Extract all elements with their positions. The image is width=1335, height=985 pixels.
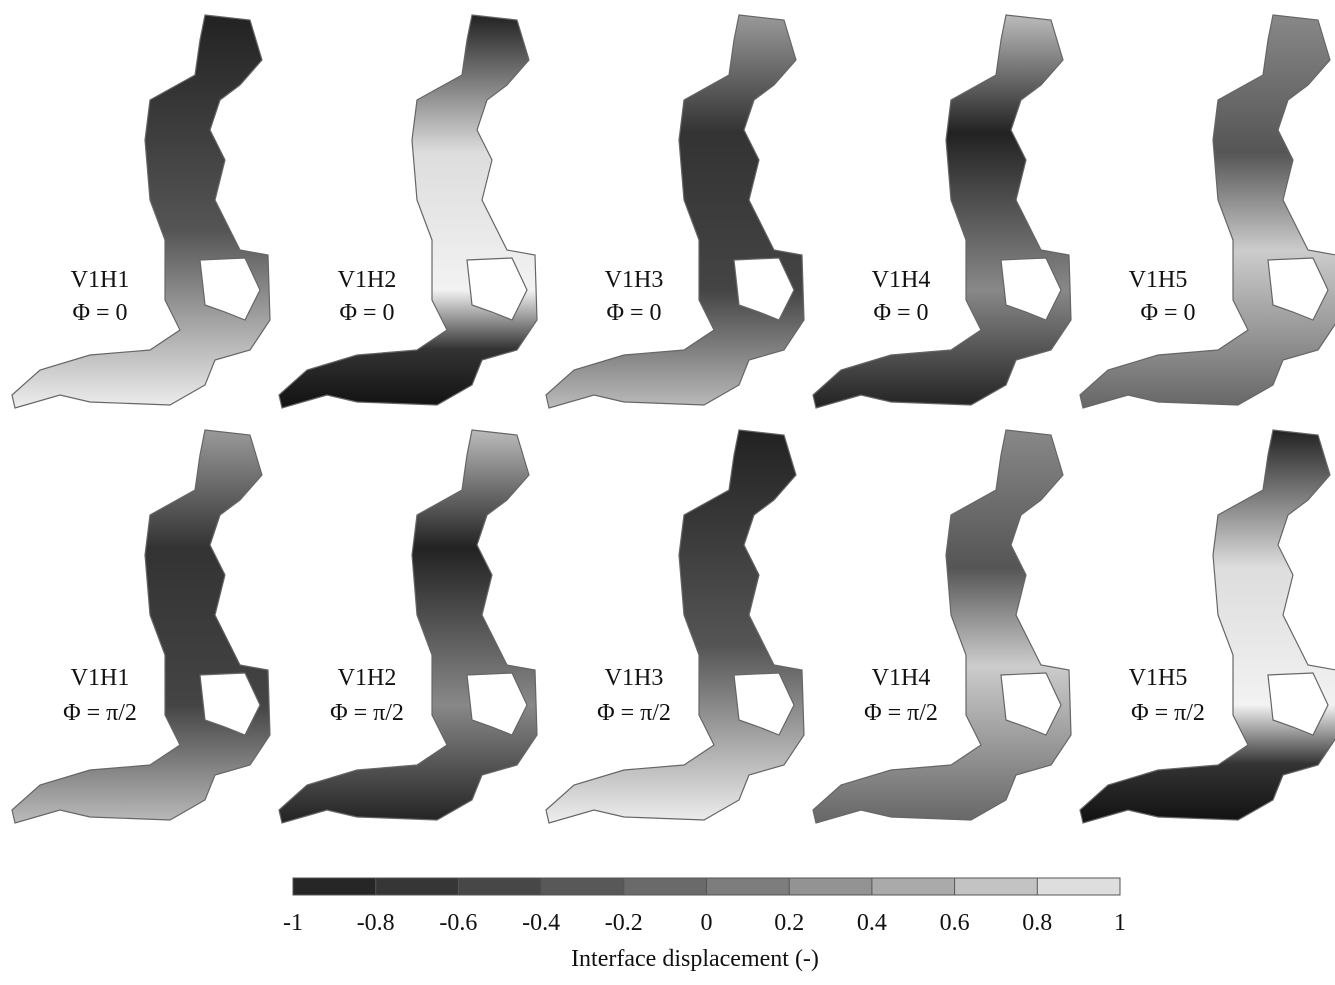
panel-phase: Φ = π/2 — [864, 700, 938, 726]
panel-name: V1H2 — [338, 267, 397, 293]
colorbar-tick-label: -0.2 — [605, 910, 643, 936]
colorbar-band — [541, 878, 624, 895]
panel-phase: Φ = π/2 — [1131, 700, 1205, 726]
panel: V1H5 Φ = π/2 — [1080, 430, 1335, 823]
panel: V1H5 Φ = 0 — [1080, 15, 1335, 408]
panel-phase: Φ = π/2 — [63, 700, 137, 726]
panel-phase: Φ = 0 — [873, 300, 928, 326]
lake-map — [1080, 430, 1335, 823]
colorbar-band — [955, 878, 1038, 895]
colorbar-tick-label: 0.4 — [857, 910, 887, 936]
colorbar-band — [624, 878, 707, 895]
panel: V1H2 Φ = π/2 — [279, 430, 537, 823]
panel: V1H4 Φ = π/2 — [813, 430, 1071, 823]
panel-name: V1H5 — [1129, 665, 1188, 691]
panel-name: V1H4 — [872, 665, 931, 691]
colorbar-band — [1037, 878, 1120, 895]
panel-phase: Φ = π/2 — [330, 700, 404, 726]
panel: V1H3 Φ = π/2 — [546, 430, 804, 823]
lake-map — [813, 15, 1071, 408]
colorbar-band — [376, 878, 459, 895]
panel: V1H3 Φ = 0 — [546, 15, 804, 408]
panel-phase: Φ = π/2 — [597, 700, 671, 726]
panel: V1H4 Φ = 0 — [813, 15, 1071, 408]
colorbar-band — [872, 878, 955, 895]
lake-map — [12, 15, 270, 408]
colorbar-tick-label: 0.6 — [940, 910, 970, 936]
colorbar-tick-label: -0.4 — [522, 910, 560, 936]
colorbar-tick-label: -1 — [283, 910, 303, 936]
lake-map — [813, 430, 1071, 823]
lake-map — [546, 430, 804, 823]
panel-phase: Φ = 0 — [72, 300, 127, 326]
lake-map — [546, 15, 804, 408]
panel-name: V1H1 — [71, 267, 130, 293]
figure: V1H1Φ = 0V1H2Φ = 0V1H3Φ = 0V1H4Φ = 0V1H5… — [0, 0, 1335, 980]
colorbar-tick-label: 0.8 — [1022, 910, 1052, 936]
panel-name: V1H3 — [605, 665, 664, 691]
colorbar-band — [789, 878, 872, 895]
colorbar-tick-label: 0 — [701, 910, 713, 936]
colorbar-tick-label: -0.6 — [439, 910, 477, 936]
colorbar-tick-label: -0.8 — [357, 910, 395, 936]
colorbar-band — [293, 878, 376, 895]
colorbar: -1 -0.8 -0.6 -0.4 -0.2 0 0.2 0.4 0.6 0.8 1 — [283, 878, 1126, 936]
panel-phase: Φ = 0 — [606, 300, 661, 326]
lake-map — [12, 430, 270, 823]
panel: V1H1 Φ = 0 — [12, 15, 270, 408]
panel-name: V1H5 — [1129, 267, 1188, 293]
lake-map — [1080, 15, 1335, 408]
panel-phase: Φ = 0 — [339, 300, 394, 326]
colorbar-tick-label: 1 — [1114, 910, 1126, 936]
panel-phase: Φ = 0 — [1140, 300, 1195, 326]
colorbar-label: Interface displacement (-) — [571, 946, 819, 972]
panel-name: V1H4 — [872, 267, 931, 293]
colorbar-band — [458, 878, 541, 895]
lake-map — [279, 430, 537, 823]
colorbar-band — [707, 878, 790, 895]
panel: V1H1 Φ = π/2 — [12, 430, 270, 823]
lake-map — [279, 15, 537, 408]
colorbar-tick-label: 0.2 — [774, 910, 804, 936]
panel-name: V1H1 — [71, 665, 130, 691]
panel-name: V1H3 — [605, 267, 664, 293]
panel-name: V1H2 — [338, 665, 397, 691]
panel: V1H2 Φ = 0 — [279, 15, 537, 408]
